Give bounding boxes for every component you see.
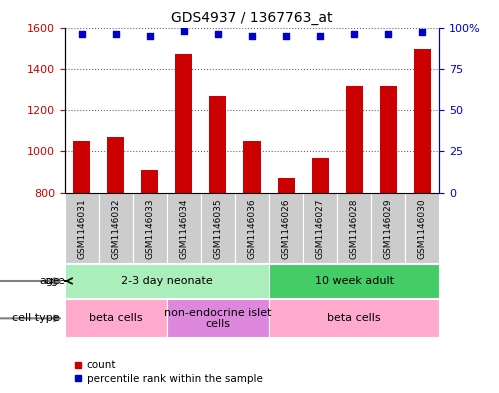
- Bar: [277, 178, 294, 193]
- Text: 10 week adult: 10 week adult: [314, 276, 394, 286]
- Text: GSM1146035: GSM1146035: [214, 198, 223, 259]
- Text: cell type: cell type: [12, 313, 60, 323]
- Bar: [303, 193, 337, 263]
- Bar: [65, 193, 99, 263]
- Text: GSM1146036: GSM1146036: [248, 198, 256, 259]
- Point: [146, 33, 154, 39]
- Text: GSM1146034: GSM1146034: [180, 198, 189, 259]
- Point: [248, 33, 256, 39]
- Bar: [210, 96, 227, 193]
- Bar: [133, 193, 167, 263]
- Text: GSM1146028: GSM1146028: [350, 198, 359, 259]
- Point: [214, 31, 222, 37]
- Bar: [65, 264, 269, 298]
- Text: GSM1146026: GSM1146026: [281, 198, 290, 259]
- Text: GSM1146029: GSM1146029: [384, 198, 393, 259]
- Bar: [405, 193, 439, 263]
- Text: GSM1146032: GSM1146032: [111, 198, 120, 259]
- Text: GSM1146033: GSM1146033: [145, 198, 154, 259]
- Bar: [141, 170, 158, 193]
- Point: [384, 31, 392, 37]
- Point: [418, 29, 426, 36]
- Bar: [201, 193, 235, 263]
- Point: [350, 31, 358, 37]
- Bar: [65, 299, 167, 337]
- Bar: [269, 264, 439, 298]
- Bar: [167, 193, 201, 263]
- Bar: [167, 299, 269, 337]
- Bar: [345, 86, 363, 193]
- Bar: [73, 141, 90, 193]
- Bar: [311, 158, 328, 193]
- Bar: [414, 49, 431, 193]
- Title: GDS4937 / 1367763_at: GDS4937 / 1367763_at: [171, 11, 333, 25]
- Bar: [380, 86, 397, 193]
- Point: [78, 31, 86, 37]
- Bar: [337, 193, 371, 263]
- Text: beta cells: beta cells: [327, 313, 381, 323]
- Bar: [269, 299, 439, 337]
- Text: beta cells: beta cells: [89, 313, 143, 323]
- Bar: [235, 193, 269, 263]
- Bar: [244, 141, 260, 193]
- Bar: [99, 193, 133, 263]
- Text: GSM1146031: GSM1146031: [77, 198, 86, 259]
- Text: non-endocrine islet
cells: non-endocrine islet cells: [164, 308, 272, 329]
- Bar: [176, 54, 193, 193]
- Bar: [107, 137, 124, 193]
- Text: 2-3 day neonate: 2-3 day neonate: [121, 276, 213, 286]
- Text: age: age: [39, 276, 60, 286]
- Point: [180, 28, 188, 34]
- Point: [316, 33, 324, 39]
- Bar: [371, 193, 405, 263]
- Text: GSM1146030: GSM1146030: [418, 198, 427, 259]
- Point: [112, 31, 120, 37]
- Text: GSM1146027: GSM1146027: [315, 198, 324, 259]
- Point: [282, 33, 290, 39]
- Legend: count, percentile rank within the sample: count, percentile rank within the sample: [70, 356, 267, 388]
- Text: age: age: [44, 276, 65, 286]
- Bar: [269, 193, 303, 263]
